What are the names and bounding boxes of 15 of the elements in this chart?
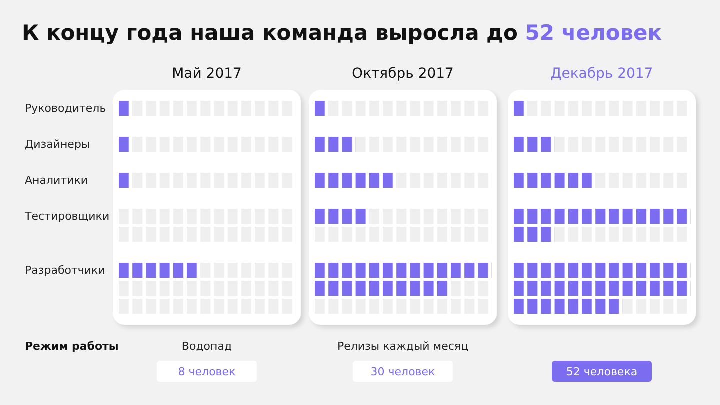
text: Релизы каждый месяц xyxy=(337,340,469,353)
text: Водопад xyxy=(182,340,232,353)
y-tick-label: Разработчики xyxy=(25,264,106,277)
y-tick-label: Тестировщики xyxy=(24,210,110,223)
chart-subtitle: Май 2017 xyxy=(172,66,242,82)
y-axis-title: Режим работы xyxy=(25,340,119,353)
text: 8 человек xyxy=(178,366,236,378)
chart-subtitle: Декабрь 2017 xyxy=(550,66,654,82)
chart-subtitle: Октябрь 2017 xyxy=(352,66,454,82)
y-tick-label: Дизайнеры xyxy=(25,138,90,151)
y-tick-label: Аналитики xyxy=(25,174,88,187)
text: К концу года наша команда выросла до 52 человек xyxy=(22,21,662,45)
text: 52 человека xyxy=(566,366,638,378)
y-tick-label: Руководитель xyxy=(25,102,106,115)
text: 30 человек xyxy=(370,366,436,378)
